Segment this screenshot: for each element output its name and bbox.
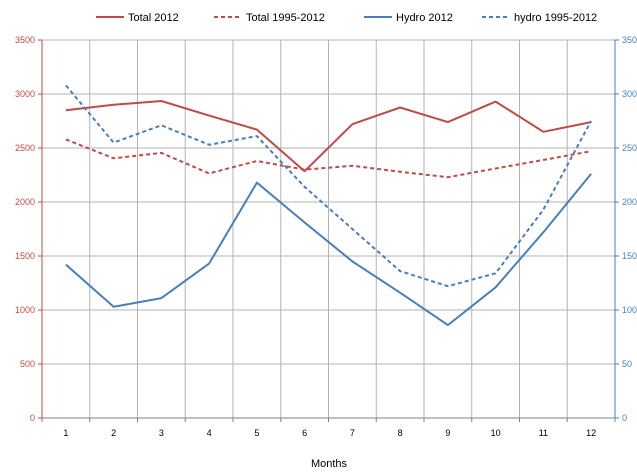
- series-line-total-2012: [65, 100, 592, 173]
- y-left-tick-label: 1500: [15, 251, 35, 261]
- legend-label: Hydro 2012: [396, 12, 453, 24]
- y-left-tick-label: 2500: [15, 143, 35, 153]
- y-right-tick-label: 300: [622, 89, 637, 99]
- axes: [38, 39, 619, 422]
- y-right-tick-label: 0: [622, 413, 627, 423]
- legend-label: Total 2012: [128, 12, 179, 24]
- y-right-tick-label: 150: [622, 251, 637, 261]
- y-left-tick-label: 0: [30, 413, 35, 423]
- x-tick-label: 12: [586, 428, 596, 438]
- y-left-tick-label: 3500: [15, 35, 35, 45]
- x-tick-label: 9: [445, 428, 450, 438]
- series-lines: [65, 84, 592, 327]
- y-left-tick-label: 1000: [15, 305, 35, 315]
- y-right-tick-label: 100: [622, 305, 637, 315]
- x-tick-label: 8: [398, 428, 403, 438]
- x-tick-label: 2: [111, 428, 116, 438]
- tick-labels: 0 500 1000 1500 2000 2500 3000 3500 0 50 100 150 200…: [15, 35, 637, 438]
- y-right-tick-label: 50: [622, 359, 632, 369]
- x-tick-label: 4: [207, 428, 212, 438]
- y-right-tick-label: 200: [622, 197, 637, 207]
- y-left-tick-label: 500: [20, 359, 35, 369]
- x-axis-title: Months: [311, 458, 348, 470]
- legend-label: Total 1995-2012: [246, 12, 325, 24]
- y-left-tick-label: 2000: [15, 197, 35, 207]
- x-tick-label: 5: [254, 428, 259, 438]
- legend: Total 2012 Total 1995-2012 Hydro 2012 hydro…: [96, 12, 597, 24]
- x-tick-label: 3: [159, 428, 164, 438]
- series-line-hydro-1995-2012: [65, 84, 592, 288]
- legend-label: hydro 1995-2012: [514, 12, 597, 24]
- y-right-tick-label: 350: [622, 35, 637, 45]
- y-left-tick-label: 3000: [15, 89, 35, 99]
- y-right-tick-label: 250: [622, 143, 637, 153]
- x-tick-label: 1: [63, 428, 68, 438]
- x-tick-label: 7: [350, 428, 355, 438]
- x-tick-label: 6: [302, 428, 307, 438]
- series-line-hydro-2012: [65, 173, 592, 327]
- x-tick-label: 10: [491, 428, 501, 438]
- x-tick-label: 11: [539, 428, 548, 438]
- series-line-total-1995-2012: [65, 138, 592, 179]
